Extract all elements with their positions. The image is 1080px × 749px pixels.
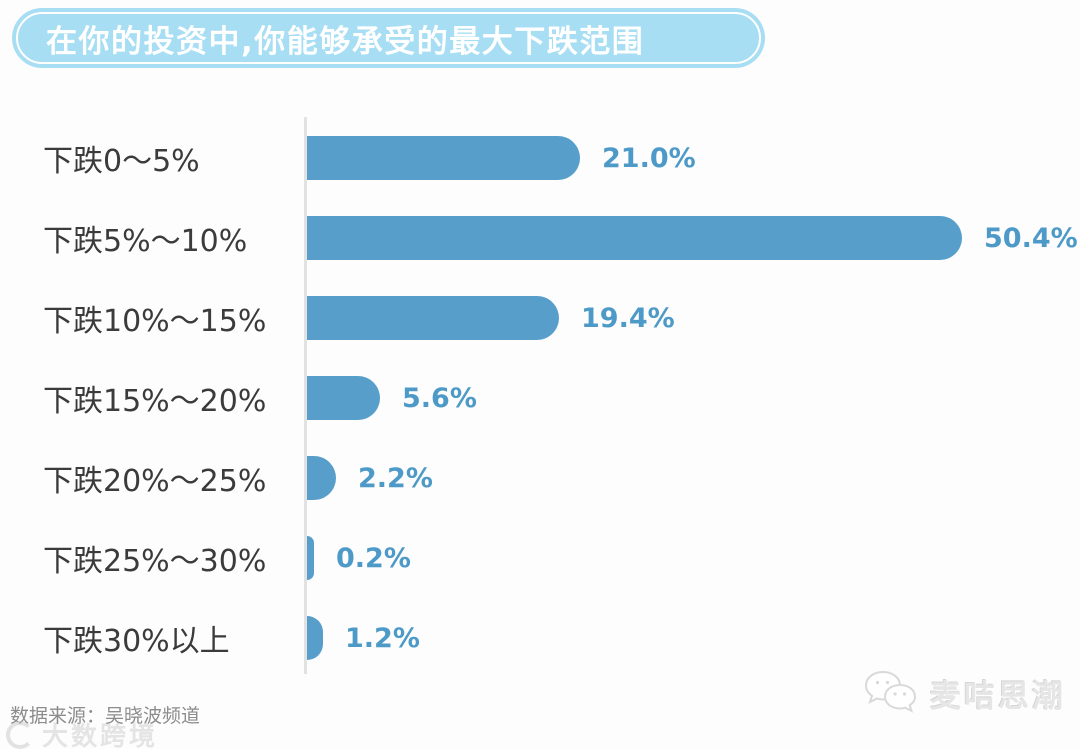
value-label: 5.6% xyxy=(402,382,477,414)
bar xyxy=(307,296,559,340)
category-label: 下跌15%～20% xyxy=(43,384,267,419)
value-label: 2.2% xyxy=(358,462,433,494)
brand-logo: 麦咭思潮 xyxy=(862,668,1066,718)
bar-row: 下跌15%～20% 5.6% xyxy=(0,358,1080,438)
bar-row: 下跌10%～15% 19.4% xyxy=(0,278,1080,358)
bar-track: 50.4% xyxy=(307,216,1080,260)
chat-bubbles-icon xyxy=(864,670,917,713)
value-label: 0.2% xyxy=(336,542,411,574)
watermark-text: 大数跨境 xyxy=(42,722,159,749)
value-label: 50.4% xyxy=(984,222,1078,254)
value-label: 21.0% xyxy=(602,142,696,174)
bar-track: 0.2% xyxy=(307,536,1080,580)
bar-row: 下跌0～5% 21.0% xyxy=(0,118,1080,198)
category-label: 下跌25%～30% xyxy=(43,544,267,579)
category-label: 下跌20%～25% xyxy=(43,464,267,499)
watermark: 大数跨境 xyxy=(6,716,158,749)
category-label: 下跌0～5% xyxy=(43,144,200,179)
bar xyxy=(307,376,380,420)
bar xyxy=(307,216,962,260)
bar-track: 19.4% xyxy=(307,296,1080,340)
chart-title-banner: 在你的投资中,你能够承受的最大下跌范围 xyxy=(12,8,765,68)
bar xyxy=(307,136,580,180)
bar xyxy=(307,536,314,580)
bar-track: 1.2% xyxy=(307,616,1080,660)
bar-track: 21.0% xyxy=(307,136,1080,180)
bar-track: 5.6% xyxy=(307,376,1080,420)
bar-row: 下跌30%以上 1.2% xyxy=(0,598,1080,678)
bar-chart: 下跌0～5% 21.0% 下跌5%～10% 50.4% 下跌10%～15% 19.4% 下跌… xyxy=(0,118,1080,678)
data-source-text: 数据来源：吴晓波频道 xyxy=(10,705,201,727)
category-label: 下跌30%以上 xyxy=(43,624,230,659)
axis-line xyxy=(304,117,307,674)
category-label: 下跌5%～10% xyxy=(43,224,248,259)
bar-row: 下跌25%～30% 0.2% xyxy=(0,518,1080,598)
chart-title: 在你的投资中,你能够承受的最大下跌范围 xyxy=(46,23,645,60)
value-label: 1.2% xyxy=(345,622,420,654)
watermark-logo-icon xyxy=(6,720,34,749)
bar-row: 下跌20%～25% 2.2% xyxy=(0,438,1080,518)
bar xyxy=(307,456,336,500)
bar-track: 2.2% xyxy=(307,456,1080,500)
value-label: 19.4% xyxy=(581,302,675,334)
bar-row: 下跌5%～10% 50.4% xyxy=(0,198,1080,278)
brand-name: 麦咭思潮 xyxy=(930,678,1066,715)
bar xyxy=(307,616,323,660)
category-label: 下跌10%～15% xyxy=(43,304,267,339)
